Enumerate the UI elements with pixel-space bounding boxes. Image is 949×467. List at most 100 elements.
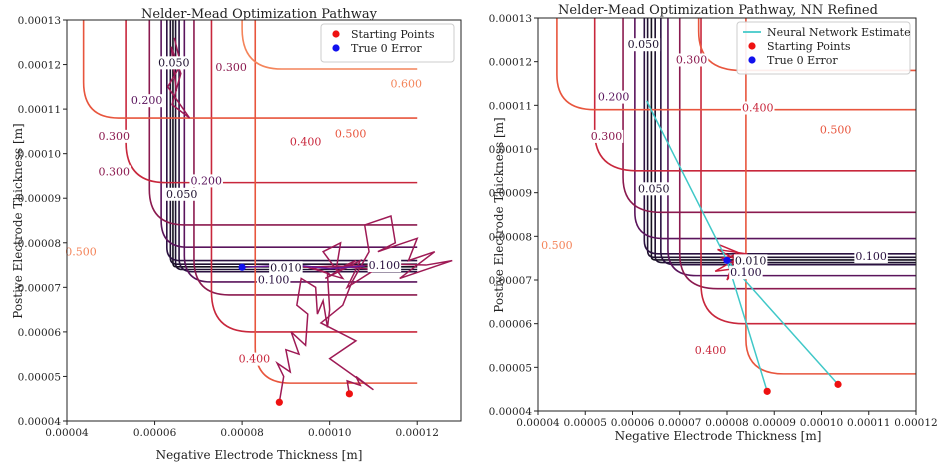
y-tick-label: 0.00012 (18, 60, 61, 72)
contour-label-background (288, 135, 323, 149)
contour-label-background (818, 123, 853, 137)
x-tick-label: 0.00004 (516, 417, 560, 429)
contour-label: 0.300 (676, 53, 708, 66)
contour-line-0_100 (643, 18, 916, 255)
x-tick-label: 0.00010 (800, 417, 843, 429)
optimization-path-0 (275, 241, 385, 403)
legend-marker-dot (748, 42, 756, 50)
contour-line-0_100 (660, 18, 916, 266)
contour-label-background (389, 77, 424, 91)
contour-label-background (540, 239, 574, 253)
contour-label-background (129, 94, 164, 108)
plot-area (82, 20, 453, 406)
contour-line-0_400 (125, 20, 418, 184)
contour-label-background (269, 261, 303, 275)
plot-frame (66, 19, 462, 422)
chart-left: Nelder-Mead Optimization Pathway Negativ… (11, 7, 462, 462)
contour-label: 0.010 (735, 254, 767, 267)
contour-label-background (367, 259, 402, 273)
contour-label: 0.300 (99, 165, 131, 178)
contour-line-0_500 (82, 20, 418, 119)
x-tick-label: 0.00012 (396, 427, 439, 439)
contour-line-0_200 (634, 18, 916, 240)
contour-line-0_050 (654, 18, 916, 264)
optimization-path-3 (242, 264, 365, 270)
contour-label: 0.100 (855, 250, 887, 263)
contour-label: 0.300 (99, 130, 131, 143)
starting-points-point (834, 380, 842, 388)
contour-label-background (674, 53, 709, 67)
y-tick-label: 0.00008 (489, 231, 532, 243)
y-tick-label: 0.00004 (18, 416, 62, 428)
legend-label: True 0 Error (767, 54, 838, 67)
y-tick-label: 0.00005 (18, 371, 61, 383)
y-axis-label: Postive Electrode Thickness [m] (11, 123, 25, 318)
neural-network-estimate-line (646, 100, 839, 392)
starting-points-point (275, 398, 283, 406)
x-axis-label: Negative Electrode Thickness [m] (156, 448, 363, 462)
y-tick-label: 0.00009 (18, 193, 61, 205)
contour-label-background (97, 129, 132, 143)
x-tick-label: 0.00010 (308, 427, 351, 439)
chart-title: Nelder-Mead Optimization Pathway (141, 7, 378, 22)
contour-label-background (333, 127, 368, 141)
x-tick-label: 0.00009 (753, 417, 796, 429)
optimization-path-2 (166, 37, 191, 119)
y-tick-label: 0.00011 (18, 104, 61, 116)
contour-label: 0.400 (290, 136, 322, 149)
contour-label: 0.100 (730, 266, 762, 279)
contour-label-background (740, 101, 775, 115)
contour-line-0_200 (667, 18, 916, 277)
legend-box (736, 21, 911, 75)
contour-label: 0.500 (820, 123, 852, 136)
starting-points-point (345, 390, 353, 398)
contour-line-0_050 (174, 20, 418, 271)
y-tick-label: 0.00011 (489, 100, 532, 112)
y-tick-label: 0.00004 (489, 406, 533, 418)
x-tick-label: 0.00007 (658, 417, 701, 429)
y-tick-label: 0.00009 (489, 188, 532, 200)
y-tick-label: 0.00007 (18, 282, 61, 294)
plot-area (556, 18, 916, 395)
contour-label-background (596, 90, 631, 104)
contour-line-0_500 (254, 20, 418, 384)
contour-label: 0.050 (166, 188, 198, 201)
chart-right: Nelder-Mead Optimization Pathway, NN Ref… (489, 3, 938, 443)
contour-label-background (589, 129, 624, 143)
legend-marker-dot (332, 44, 340, 52)
contour-line-0_400 (700, 18, 916, 325)
y-tick-label: 0.00006 (18, 327, 62, 339)
legend-box (320, 23, 455, 63)
contour-label-background (729, 266, 763, 280)
contour-label: 0.050 (158, 56, 190, 69)
contour-label: 0.100 (369, 259, 401, 272)
contour-label: 0.600 (391, 78, 423, 91)
y-tick-label: 0.00013 (489, 13, 532, 25)
contour-line-0_100 (178, 20, 418, 273)
contour-label: 0.010 (270, 261, 302, 274)
contour-label-background (189, 174, 223, 188)
x-tick-label: 0.00006 (133, 427, 177, 439)
contour-line-0_300 (678, 18, 916, 290)
optimization-path-1 (303, 215, 453, 394)
contour-line-0_500 (745, 18, 916, 375)
contour-label-background (854, 249, 888, 263)
contour-label: 0.100 (258, 273, 290, 286)
contour-label-background (693, 343, 728, 357)
legend-label: Neural Network Estimate (767, 26, 911, 39)
x-tick-label: 0.00012 (894, 417, 937, 429)
true-0-error-point (723, 256, 731, 264)
x-tick-label: 0.00005 (564, 417, 607, 429)
contour-line-0_300 (622, 18, 916, 214)
contour-label-background (637, 182, 671, 196)
legend-label: Starting Points (767, 40, 851, 53)
contour-label: 0.050 (628, 38, 660, 51)
contour-label-background (97, 165, 132, 179)
contour-label: 0.400 (239, 353, 271, 366)
y-tick-label: 0.00013 (18, 15, 61, 27)
contour-label-background (64, 245, 98, 259)
contour-line-0_500 (556, 18, 916, 111)
contour-label: 0.200 (131, 94, 163, 107)
contour-label: 0.500 (335, 128, 367, 141)
contour-line-0_400 (210, 20, 418, 333)
